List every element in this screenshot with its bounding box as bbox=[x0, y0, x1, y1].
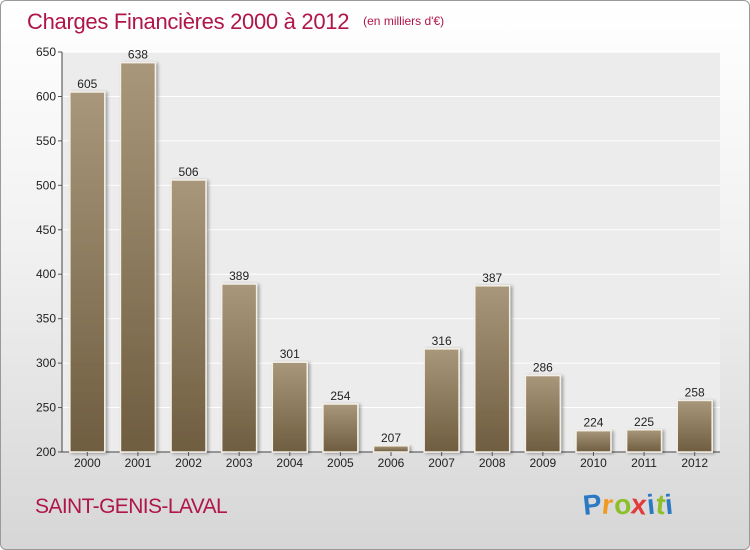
y-tick-label: 500 bbox=[36, 178, 56, 192]
bar bbox=[271, 361, 308, 453]
chart-title-unit: (en milliers d'€) bbox=[363, 14, 445, 28]
chart-title: Charges Financières 2000 à 2012 (en milli… bbox=[27, 9, 444, 35]
x-tick-label: 2003 bbox=[226, 456, 253, 470]
bar bbox=[372, 445, 410, 453]
data-label: 389 bbox=[229, 269, 249, 283]
data-label: 605 bbox=[77, 77, 97, 91]
proxiti-logo: Proxiti bbox=[581, 488, 676, 521]
bar bbox=[170, 179, 207, 453]
bar bbox=[676, 399, 713, 453]
x-tick-label: 2000 bbox=[74, 456, 101, 470]
data-label: 301 bbox=[280, 347, 300, 361]
logo-letter: i bbox=[663, 488, 676, 521]
bar bbox=[423, 348, 460, 453]
data-label: 286 bbox=[533, 361, 553, 375]
data-label: 254 bbox=[330, 389, 350, 403]
data-label: 225 bbox=[634, 415, 654, 429]
x-tick-label: 2001 bbox=[125, 456, 152, 470]
data-label: 207 bbox=[381, 431, 401, 445]
y-tick-label: 550 bbox=[36, 134, 56, 148]
data-label: 316 bbox=[432, 334, 452, 348]
bar bbox=[322, 403, 359, 453]
data-label: 638 bbox=[128, 48, 148, 62]
y-tick-label: 200 bbox=[36, 445, 56, 459]
x-tick-label: 2002 bbox=[175, 456, 202, 470]
x-tick-label: 2004 bbox=[276, 456, 303, 470]
city-name: SAINT-GENIS-LAVAL bbox=[35, 495, 228, 518]
y-tick-label: 450 bbox=[36, 223, 56, 237]
x-tick-label: 2012 bbox=[681, 456, 708, 470]
x-tick-label: 2009 bbox=[529, 456, 556, 470]
data-label: 224 bbox=[583, 416, 603, 430]
x-tick-label: 2008 bbox=[479, 456, 506, 470]
y-tick-label: 350 bbox=[36, 312, 56, 326]
bar bbox=[575, 429, 612, 453]
data-label: 387 bbox=[482, 271, 502, 285]
x-tick-label: 2010 bbox=[580, 456, 607, 470]
y-tick-label: 250 bbox=[36, 401, 56, 415]
bar bbox=[625, 429, 663, 453]
y-tick-label: 650 bbox=[36, 45, 56, 59]
bar bbox=[69, 91, 106, 453]
y-tick-label: 300 bbox=[36, 356, 56, 370]
y-tick-label: 400 bbox=[36, 267, 56, 281]
plot-area bbox=[62, 52, 720, 452]
bar bbox=[474, 285, 511, 453]
x-tick-label: 2011 bbox=[631, 456, 657, 470]
x-tick-label: 2007 bbox=[428, 456, 455, 470]
x-tick-label: 2006 bbox=[378, 456, 405, 470]
chart-title-main: Charges Financières 2000 à 2012 bbox=[27, 9, 350, 34]
data-label: 506 bbox=[179, 165, 199, 179]
bar bbox=[220, 283, 258, 453]
data-label: 258 bbox=[685, 385, 705, 399]
bar bbox=[119, 61, 157, 453]
y-tick-label: 600 bbox=[36, 89, 56, 103]
x-tick-label: 2005 bbox=[327, 456, 354, 470]
bar bbox=[524, 374, 562, 453]
